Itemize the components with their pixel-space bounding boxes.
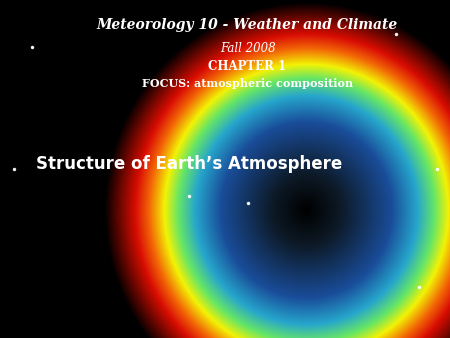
Text: CHAPTER 1: CHAPTER 1 (208, 60, 287, 73)
Text: FOCUS: atmospheric composition: FOCUS: atmospheric composition (142, 78, 353, 89)
Text: Fall 2008: Fall 2008 (220, 42, 275, 55)
Text: Meteorology 10 - Weather and Climate: Meteorology 10 - Weather and Climate (97, 18, 398, 32)
Text: Structure of Earth’s Atmosphere: Structure of Earth’s Atmosphere (36, 155, 342, 173)
